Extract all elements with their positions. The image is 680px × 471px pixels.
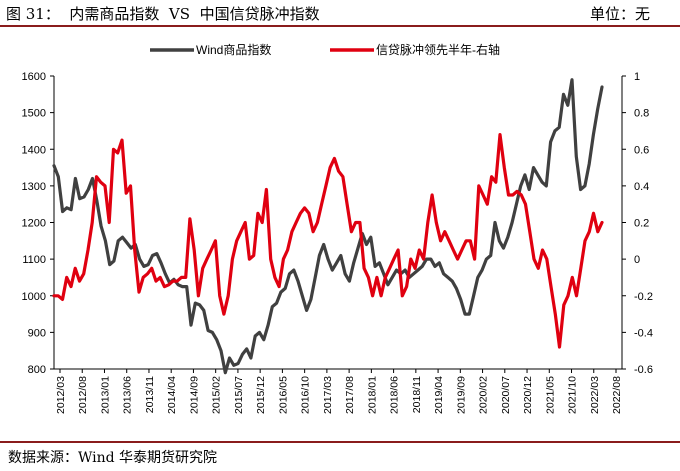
- y-left-tick-label: 1400: [22, 144, 46, 156]
- unit-label: 单位：无: [589, 5, 650, 23]
- x-tick-label: 2015/07: [233, 376, 245, 414]
- x-tick-label: 2015/12: [255, 376, 267, 414]
- x-tick-label: 2019/04: [433, 376, 445, 414]
- legend-label-2: 信贷脉冲领先半年-右轴: [376, 42, 500, 57]
- series-line-2: [52, 132, 604, 349]
- x-tick-label: 2020/02: [478, 376, 490, 414]
- y-right-tick-label: -0.4: [634, 327, 653, 339]
- x-tick-label: 2016/10: [300, 376, 312, 414]
- x-tick-label: 2012/03: [55, 376, 67, 414]
- legend-label-1: Wind商品指数: [196, 42, 271, 57]
- x-tick-label: 2019/09: [455, 376, 467, 414]
- x-tick-label: 2012/08: [77, 376, 89, 414]
- y-left-tick-label: 1100: [22, 254, 46, 266]
- x-tick-label: 2015/02: [211, 376, 223, 414]
- x-tick-label: 2022/03: [589, 376, 601, 414]
- line-chart: Wind商品指数 信贷脉冲领先半年-右轴 800 900 1000 1100 1200 13…: [22, 42, 653, 414]
- y-right-tick-label: -0.2: [634, 291, 653, 303]
- y-right-tick-label: -0.6: [634, 364, 653, 376]
- figure-footer: 数据来源：Wind 华泰期货研究院: [0, 441, 680, 471]
- x-tick-label: 2018/11: [411, 376, 423, 413]
- y-right-tick-label: 0.2: [634, 218, 649, 230]
- x-tick-label: 2014/09: [188, 376, 200, 414]
- x-tick-label: 2018/06: [389, 376, 401, 414]
- x-tick-label: 2022/08: [611, 376, 623, 414]
- x-tick-label: 2017/03: [322, 376, 334, 414]
- figure-title: 图 31： 内需商品指数 VS 中国信贷脉冲指数: [6, 5, 320, 23]
- y-right-tick-label: 1: [634, 71, 640, 83]
- y-left-tick-label: 1500: [22, 108, 46, 120]
- series-line-1: [52, 78, 604, 375]
- y-left-tick-label: 1000: [22, 291, 46, 303]
- x-tick-label: 2020/12: [522, 376, 534, 414]
- y-left-tick-label: 1300: [22, 181, 46, 193]
- y-right-tick-label: 0.8: [634, 108, 649, 120]
- legend: Wind商品指数 信贷脉冲领先半年-右轴: [150, 42, 500, 57]
- y-left-tick-label: 1200: [22, 218, 46, 230]
- source-note: 数据来源：Wind 华泰期货研究院: [8, 450, 218, 466]
- x-tick-label: 2018/01: [366, 376, 378, 414]
- y-left-tick-label: 1600: [22, 71, 46, 83]
- x-tick-label: 2021/05: [544, 376, 556, 414]
- x-tick-label: 2014/04: [166, 376, 178, 414]
- chart-axes: 800 900 1000 1100 1200 1300 1400 1500 1600 -0.6 -0…: [22, 71, 653, 414]
- chart-series: [52, 78, 604, 375]
- x-tick-label: 2017/08: [344, 376, 356, 414]
- x-tick-label: 2013/11: [144, 376, 156, 413]
- y-right-tick-label: 0.4: [634, 181, 649, 193]
- x-tick-label: 2013/06: [122, 376, 134, 414]
- x-tick-label: 2016/05: [277, 376, 289, 414]
- y-right-tick-label: 0: [634, 254, 640, 266]
- x-tick-label: 2021/10: [567, 376, 579, 414]
- x-tick-label: 2013/01: [99, 376, 111, 414]
- x-tick-label: 2020/07: [500, 376, 512, 414]
- figure-header: 图 31： 内需商品指数 VS 中国信贷脉冲指数 单位：无: [0, 0, 680, 27]
- y-left-tick-label: 900: [28, 327, 46, 339]
- y-right-tick-label: 0.6: [634, 144, 649, 156]
- y-left-tick-label: 800: [28, 364, 46, 376]
